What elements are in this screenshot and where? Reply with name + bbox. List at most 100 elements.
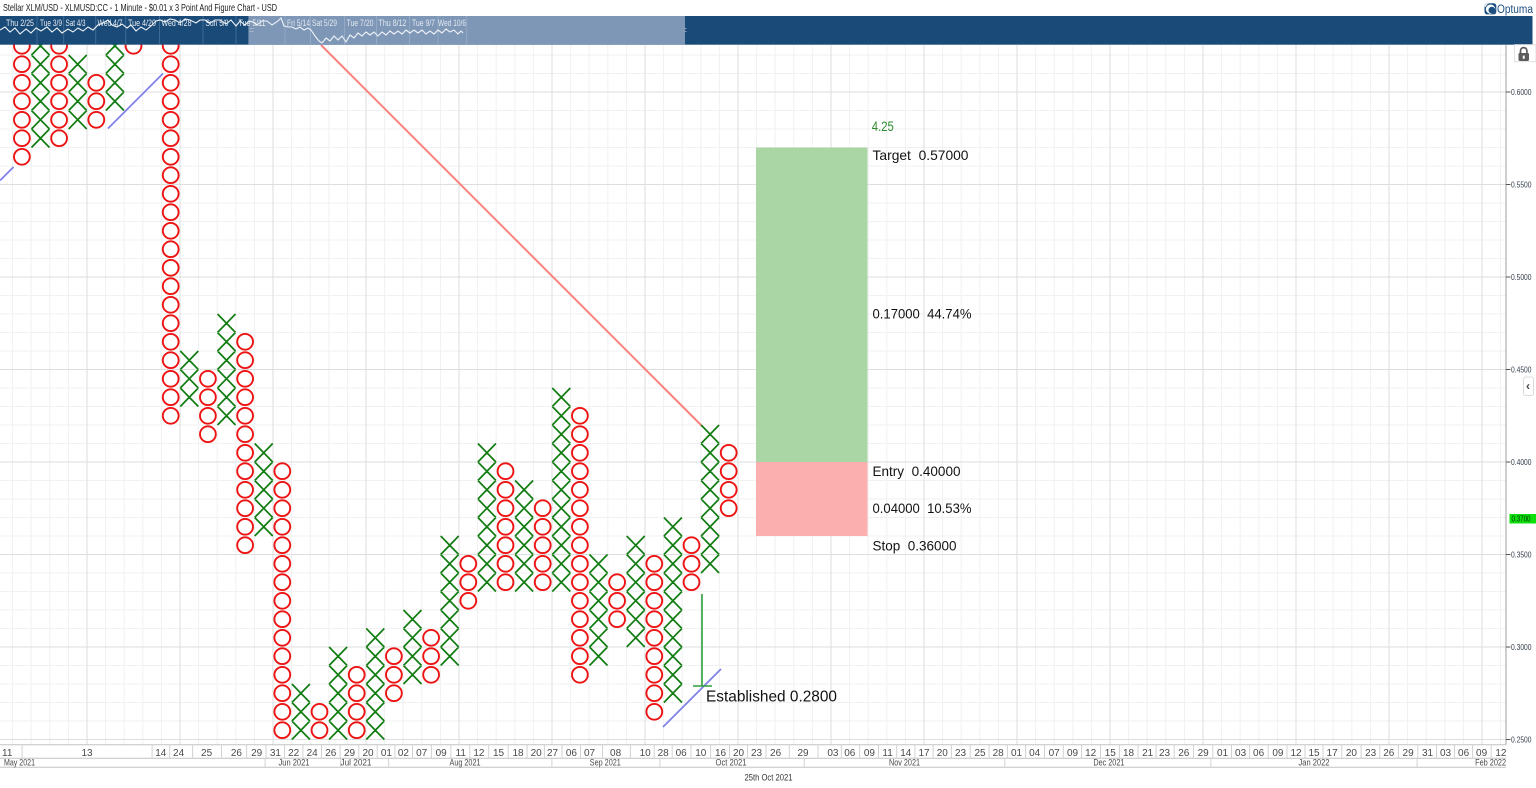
svg-text:Thu 8/12: Thu 8/12 bbox=[379, 18, 407, 29]
svg-text:24: 24 bbox=[307, 748, 319, 759]
svg-text:Established 0.2800: Established 0.2800 bbox=[706, 689, 837, 706]
svg-text:0.5000: 0.5000 bbox=[1511, 272, 1532, 282]
svg-text:02: 02 bbox=[398, 748, 410, 759]
svg-text:09: 09 bbox=[1067, 748, 1079, 759]
svg-text:06: 06 bbox=[676, 748, 688, 759]
svg-text:27: 27 bbox=[547, 748, 559, 759]
svg-text:23: 23 bbox=[1159, 748, 1171, 759]
svg-text:18: 18 bbox=[1123, 748, 1135, 759]
svg-text:15: 15 bbox=[1105, 748, 1117, 759]
svg-text:10: 10 bbox=[640, 748, 652, 759]
svg-text:06: 06 bbox=[566, 748, 578, 759]
svg-text:26: 26 bbox=[325, 748, 337, 759]
svg-text:Feb 2022: Feb 2022 bbox=[1475, 758, 1506, 769]
svg-text:14: 14 bbox=[900, 748, 912, 759]
svg-text:17: 17 bbox=[918, 748, 930, 759]
svg-text:31: 31 bbox=[1422, 748, 1434, 759]
svg-text:Tue 7/20: Tue 7/20 bbox=[347, 18, 374, 29]
svg-text:12: 12 bbox=[1085, 748, 1097, 759]
svg-text:Wed 10/6: Wed 10/6 bbox=[438, 18, 466, 29]
svg-text:Wed 4/28: Wed 4/28 bbox=[162, 18, 192, 29]
svg-text:26: 26 bbox=[770, 748, 782, 759]
svg-text:25th Oct 2021: 25th Oct 2021 bbox=[745, 772, 793, 783]
svg-text:Optuma: Optuma bbox=[1497, 4, 1534, 16]
svg-text:0.2500: 0.2500 bbox=[1511, 735, 1532, 745]
svg-text:0.3500: 0.3500 bbox=[1511, 550, 1532, 560]
svg-text:Jan 2022: Jan 2022 bbox=[1299, 758, 1330, 769]
svg-text:12: 12 bbox=[1290, 748, 1302, 759]
svg-text:07: 07 bbox=[416, 748, 428, 759]
svg-text:0.3700: 0.3700 bbox=[1512, 515, 1531, 524]
svg-text:16: 16 bbox=[715, 748, 727, 759]
svg-text:29: 29 bbox=[1198, 748, 1210, 759]
svg-text:23: 23 bbox=[751, 748, 763, 759]
svg-text:0.5500: 0.5500 bbox=[1511, 180, 1532, 190]
svg-text:24: 24 bbox=[173, 748, 185, 759]
svg-text:17: 17 bbox=[1327, 748, 1339, 759]
svg-text:‹: ‹ bbox=[1526, 379, 1530, 393]
svg-text:25: 25 bbox=[201, 748, 213, 759]
svg-text:Fri 5/14: Fri 5/14 bbox=[287, 18, 310, 29]
svg-text:09: 09 bbox=[1272, 748, 1284, 759]
svg-text:Aug 2021: Aug 2021 bbox=[450, 758, 481, 769]
svg-text:04: 04 bbox=[1029, 748, 1041, 759]
svg-text:Tue 9/7: Tue 9/7 bbox=[412, 18, 435, 29]
svg-text:07: 07 bbox=[1049, 748, 1061, 759]
svg-text:11: 11 bbox=[456, 748, 467, 759]
svg-text:09: 09 bbox=[436, 748, 448, 759]
svg-text:01: 01 bbox=[381, 748, 393, 759]
svg-text:07: 07 bbox=[584, 748, 596, 759]
svg-text:23: 23 bbox=[955, 748, 967, 759]
svg-text:Nov 2021: Nov 2021 bbox=[889, 758, 920, 769]
svg-text:12: 12 bbox=[473, 748, 485, 759]
svg-text:11: 11 bbox=[882, 748, 893, 759]
svg-text:Sat 4/3: Sat 4/3 bbox=[66, 18, 86, 29]
svg-text:09: 09 bbox=[864, 748, 876, 759]
svg-text:Sep 2021: Sep 2021 bbox=[590, 758, 621, 769]
svg-text:Entry 0.40000: Entry 0.40000 bbox=[873, 464, 961, 479]
svg-text:Tue 5/11: Tue 5/11 bbox=[239, 18, 266, 29]
svg-text:01: 01 bbox=[1011, 748, 1023, 759]
svg-text:22: 22 bbox=[288, 748, 300, 759]
svg-text:15: 15 bbox=[493, 748, 505, 759]
svg-text:0.04000 10.53%: 0.04000 10.53% bbox=[873, 501, 972, 516]
svg-text:06: 06 bbox=[844, 748, 856, 759]
svg-text:Jul 2021: Jul 2021 bbox=[341, 758, 372, 769]
svg-text:26: 26 bbox=[231, 748, 243, 759]
svg-text:01: 01 bbox=[1217, 748, 1229, 759]
svg-text:14: 14 bbox=[155, 748, 167, 759]
svg-text:Wed 4/7: Wed 4/7 bbox=[98, 18, 123, 29]
svg-text:03: 03 bbox=[1440, 748, 1452, 759]
svg-text:Oct 2021: Oct 2021 bbox=[716, 758, 747, 769]
svg-text:29: 29 bbox=[344, 748, 356, 759]
svg-text:15: 15 bbox=[1308, 748, 1320, 759]
svg-text:03: 03 bbox=[1235, 748, 1247, 759]
svg-text:03: 03 bbox=[827, 748, 839, 759]
svg-text:May 2021: May 2021 bbox=[4, 758, 35, 769]
svg-text:Dec 2021: Dec 2021 bbox=[1093, 758, 1124, 769]
svg-text:20: 20 bbox=[1346, 748, 1358, 759]
svg-text:28: 28 bbox=[993, 748, 1005, 759]
svg-text:31: 31 bbox=[270, 748, 282, 759]
svg-text:Target 0.57000: Target 0.57000 bbox=[873, 148, 969, 163]
svg-text:20: 20 bbox=[531, 748, 543, 759]
svg-text:08: 08 bbox=[610, 748, 622, 759]
svg-text:Tue 3/9: Tue 3/9 bbox=[40, 18, 62, 29]
svg-text:Sat 5/29: Sat 5/29 bbox=[312, 18, 337, 29]
svg-text:20: 20 bbox=[937, 748, 949, 759]
svg-text:0.17000 44.74%: 0.17000 44.74% bbox=[873, 307, 972, 322]
svg-text:21: 21 bbox=[1142, 748, 1154, 759]
svg-text:Stellar XLM/USD - XLMUSD:CC -: Stellar XLM/USD - XLMUSD:CC - 1 Minute -… bbox=[3, 2, 277, 14]
svg-text:06: 06 bbox=[1458, 748, 1470, 759]
svg-text:Thu 2/25: Thu 2/25 bbox=[6, 18, 34, 29]
svg-text:Tue 4/20: Tue 4/20 bbox=[128, 18, 156, 29]
svg-text:29: 29 bbox=[251, 748, 263, 759]
svg-text:23: 23 bbox=[1365, 748, 1377, 759]
svg-text:25: 25 bbox=[974, 748, 986, 759]
svg-text:29: 29 bbox=[1403, 748, 1415, 759]
svg-text:0.4000: 0.4000 bbox=[1511, 457, 1532, 467]
svg-text:0.6000: 0.6000 bbox=[1511, 87, 1532, 97]
svg-text:Sun 5/9: Sun 5/9 bbox=[206, 18, 229, 29]
svg-text:28: 28 bbox=[658, 748, 670, 759]
svg-text:29: 29 bbox=[797, 748, 809, 759]
